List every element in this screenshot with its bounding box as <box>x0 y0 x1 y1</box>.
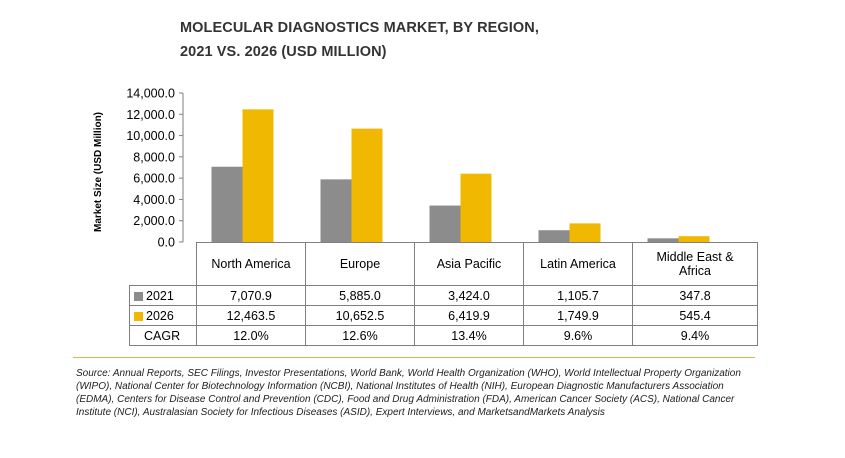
data-label: 347.8 <box>632 285 758 306</box>
bar-2021 <box>538 230 570 242</box>
cagr-value: 12.0% <box>196 325 306 346</box>
bar-2026 <box>351 128 383 242</box>
bar-2021 <box>320 179 352 242</box>
y-axis: 0.0 2,000.0 4,000.0 6,000.0 8,000.0 10,000.0 1… <box>126 87 184 250</box>
y-tick-label: 10,000.0 <box>126 129 175 143</box>
category-row: North America Europe Asia Pacific Latin … <box>130 242 758 286</box>
data-label: 1,749.9 <box>523 305 633 326</box>
category-label: Latin America <box>523 242 633 286</box>
cagr-label: CAGR <box>129 325 197 346</box>
legend-swatch-2021 <box>134 291 143 301</box>
bar-2021 <box>429 205 461 242</box>
y-axis-label: Market Size (USD Million) <box>93 112 104 232</box>
bars <box>211 109 710 242</box>
bar-2026 <box>460 173 492 242</box>
y-tick-label: 12,000.0 <box>126 108 175 122</box>
data-label: 6,419.9 <box>414 305 524 326</box>
source-note: Source: Annual Reports, SEC Filings, Inv… <box>76 368 741 418</box>
y-tick-label: 0.0 <box>158 236 175 250</box>
bar-2026 <box>569 223 601 242</box>
cagr-value: 13.4% <box>414 325 524 346</box>
y-tick-label: 6,000.0 <box>133 172 175 186</box>
table-corner <box>130 243 197 286</box>
series-name: 2026 <box>146 308 174 323</box>
data-label: 1,105.7 <box>523 285 633 306</box>
cagr-value: 12.6% <box>305 325 415 346</box>
table-row-cagr: CAGR 12.0% 12.6% 13.4% 9.6% 9.4% <box>129 325 758 346</box>
bar-2021 <box>211 166 243 242</box>
legend-2026: 2026 <box>129 305 197 326</box>
y-tick-label: 4,000.0 <box>133 193 175 207</box>
table-row-2026: 2026 12,463.5 10,652.5 6,419.9 1,749.9 5… <box>129 305 758 326</box>
category-label: North America <box>196 242 306 286</box>
series-name: 2021 <box>146 288 174 303</box>
table-row-2021: 2021 7,070.9 5,885.0 3,424.0 1,105.7 347… <box>129 285 758 306</box>
data-label: 3,424.0 <box>414 285 524 306</box>
bar-2026 <box>678 236 710 242</box>
bar-chart: 0.0 2,000.0 4,000.0 6,000.0 8,000.0 10,000.0 1… <box>93 87 710 250</box>
category-label: Middle East & Africa <box>632 242 758 286</box>
data-label: 10,652.5 <box>305 305 415 326</box>
data-table: North America Europe Asia Pacific Latin … <box>129 242 758 346</box>
bar-2021 <box>647 238 679 242</box>
chart-title: MOLECULAR DIAGNOSTICS MARKET, BY REGION,… <box>180 16 539 64</box>
bar-2026 <box>242 109 274 242</box>
legend-2021: 2021 <box>129 285 197 306</box>
legend-swatch-2026 <box>134 311 143 321</box>
category-label: Europe <box>305 242 415 286</box>
chart-title-line2: 2021 VS. 2026 (USD MILLION) <box>180 44 387 60</box>
cagr-value: 9.6% <box>523 325 633 346</box>
cagr-value: 9.4% <box>632 325 758 346</box>
y-tick-label: 8,000.0 <box>133 150 175 164</box>
data-label: 5,885.0 <box>305 285 415 306</box>
category-label: Asia Pacific <box>414 242 524 286</box>
data-label: 545.4 <box>632 305 758 326</box>
data-label: 7,070.9 <box>196 285 306 306</box>
data-label: 12,463.5 <box>196 305 306 326</box>
y-tick-label: 2,000.0 <box>133 214 175 228</box>
chart-title-line1: MOLECULAR DIAGNOSTICS MARKET, BY REGION, <box>180 20 539 36</box>
y-tick-label: 14,000.0 <box>126 87 175 101</box>
divider <box>73 357 755 358</box>
